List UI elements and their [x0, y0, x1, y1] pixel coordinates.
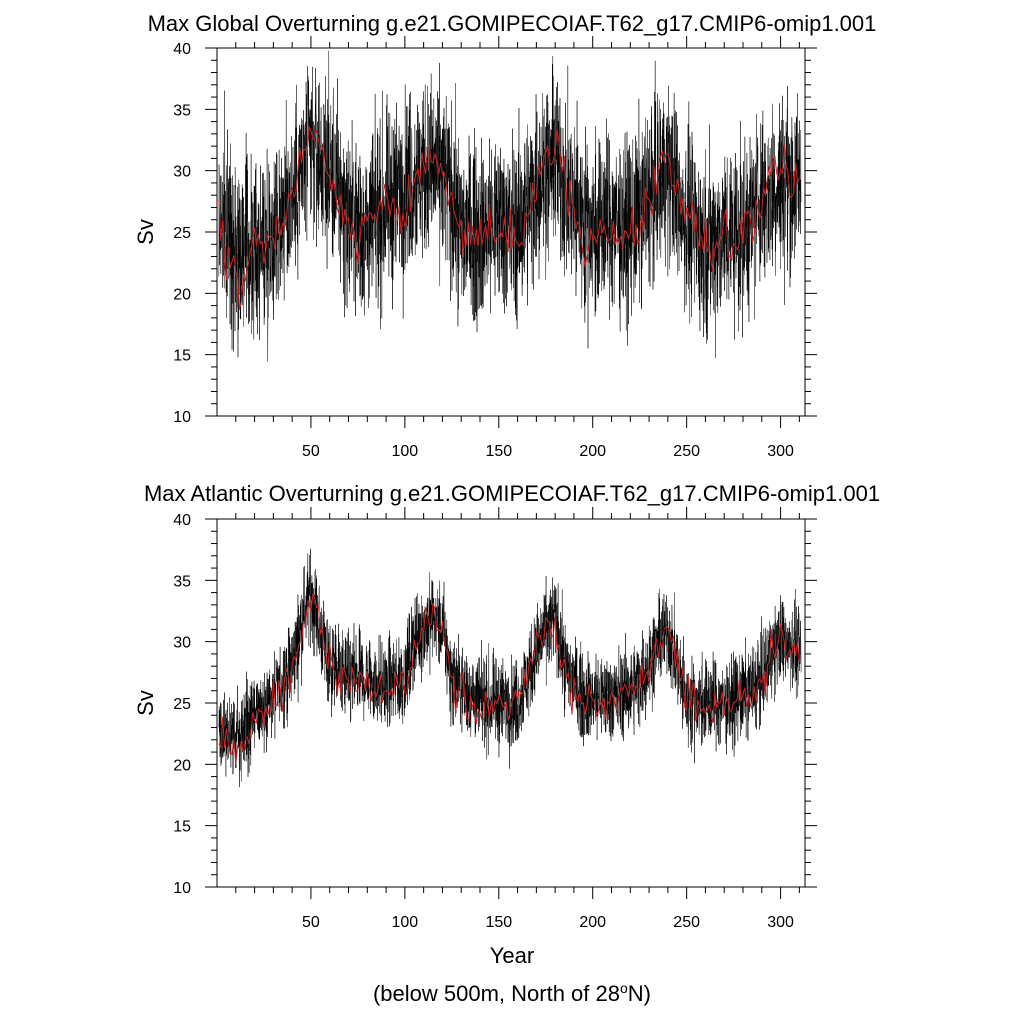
y-tick-label: 15: [173, 348, 191, 365]
y-tick-label: 15: [173, 819, 191, 836]
annual-mean-series-line: [218, 592, 800, 766]
monthly-series-line: [218, 50, 802, 362]
footnote-suffix: N): [627, 981, 652, 1006]
x-tick-label: 300: [767, 443, 794, 460]
y-tick-label: 35: [173, 102, 191, 119]
atlantic-y-axis-label: Sv: [133, 690, 158, 716]
y-tick-label: 20: [173, 286, 191, 303]
y-tick-label: 10: [173, 880, 191, 897]
x-tick-label: 150: [485, 914, 512, 931]
x-tick-label: 200: [579, 443, 606, 460]
x-tick-label: 200: [579, 914, 606, 931]
x-tick-label: 250: [673, 443, 700, 460]
global-plot-area: 10 15 20 25 30 35 40 50 100 150 200 250 300: [173, 36, 817, 460]
y-tick-label: 10: [173, 409, 191, 426]
global-chart-title: Max Global Overturning g.e21.GOMIPECOIAF…: [148, 11, 877, 36]
y-tick-label: 35: [173, 573, 191, 590]
footnote-degree: o: [620, 980, 628, 996]
atlantic-x-axis-label: Year: [490, 943, 534, 968]
footnote-text: (below 500m, North of 28: [372, 981, 620, 1006]
global-y-axis-label: Sv: [133, 219, 158, 245]
y-tick-label: 25: [173, 696, 191, 713]
atlantic-chart-title: Max Atlantic Overturning g.e21.GOMIPECOI…: [144, 481, 880, 506]
x-tick-label: 50: [302, 914, 320, 931]
x-tick-label: 50: [302, 443, 320, 460]
x-tick-label: 250: [673, 914, 700, 931]
atlantic-plot-area: 10 15 20 25 30 35 40 50 100 150 200 250 300: [173, 507, 817, 931]
global-overturning-panel: Max Global Overturning g.e21.GOMIPECOIAF…: [133, 11, 876, 460]
y-tick-label: 30: [173, 635, 191, 652]
footnote: (below 500m, North of 28oN): [0, 980, 1024, 1007]
x-tick-label: 300: [767, 914, 794, 931]
y-tick-label: 25: [173, 225, 191, 242]
y-tick-label: 40: [173, 512, 191, 529]
atlantic-overturning-panel: Max Atlantic Overturning g.e21.GOMIPECOI…: [133, 481, 880, 968]
y-tick-label: 40: [173, 41, 191, 58]
y-tick-label: 30: [173, 164, 191, 181]
y-tick-label: 20: [173, 757, 191, 774]
x-tick-label: 100: [392, 914, 419, 931]
x-tick-label: 100: [392, 443, 419, 460]
monthly-series-line: [218, 548, 802, 788]
x-tick-label: 150: [485, 443, 512, 460]
annual-mean-series-line: [218, 125, 800, 310]
